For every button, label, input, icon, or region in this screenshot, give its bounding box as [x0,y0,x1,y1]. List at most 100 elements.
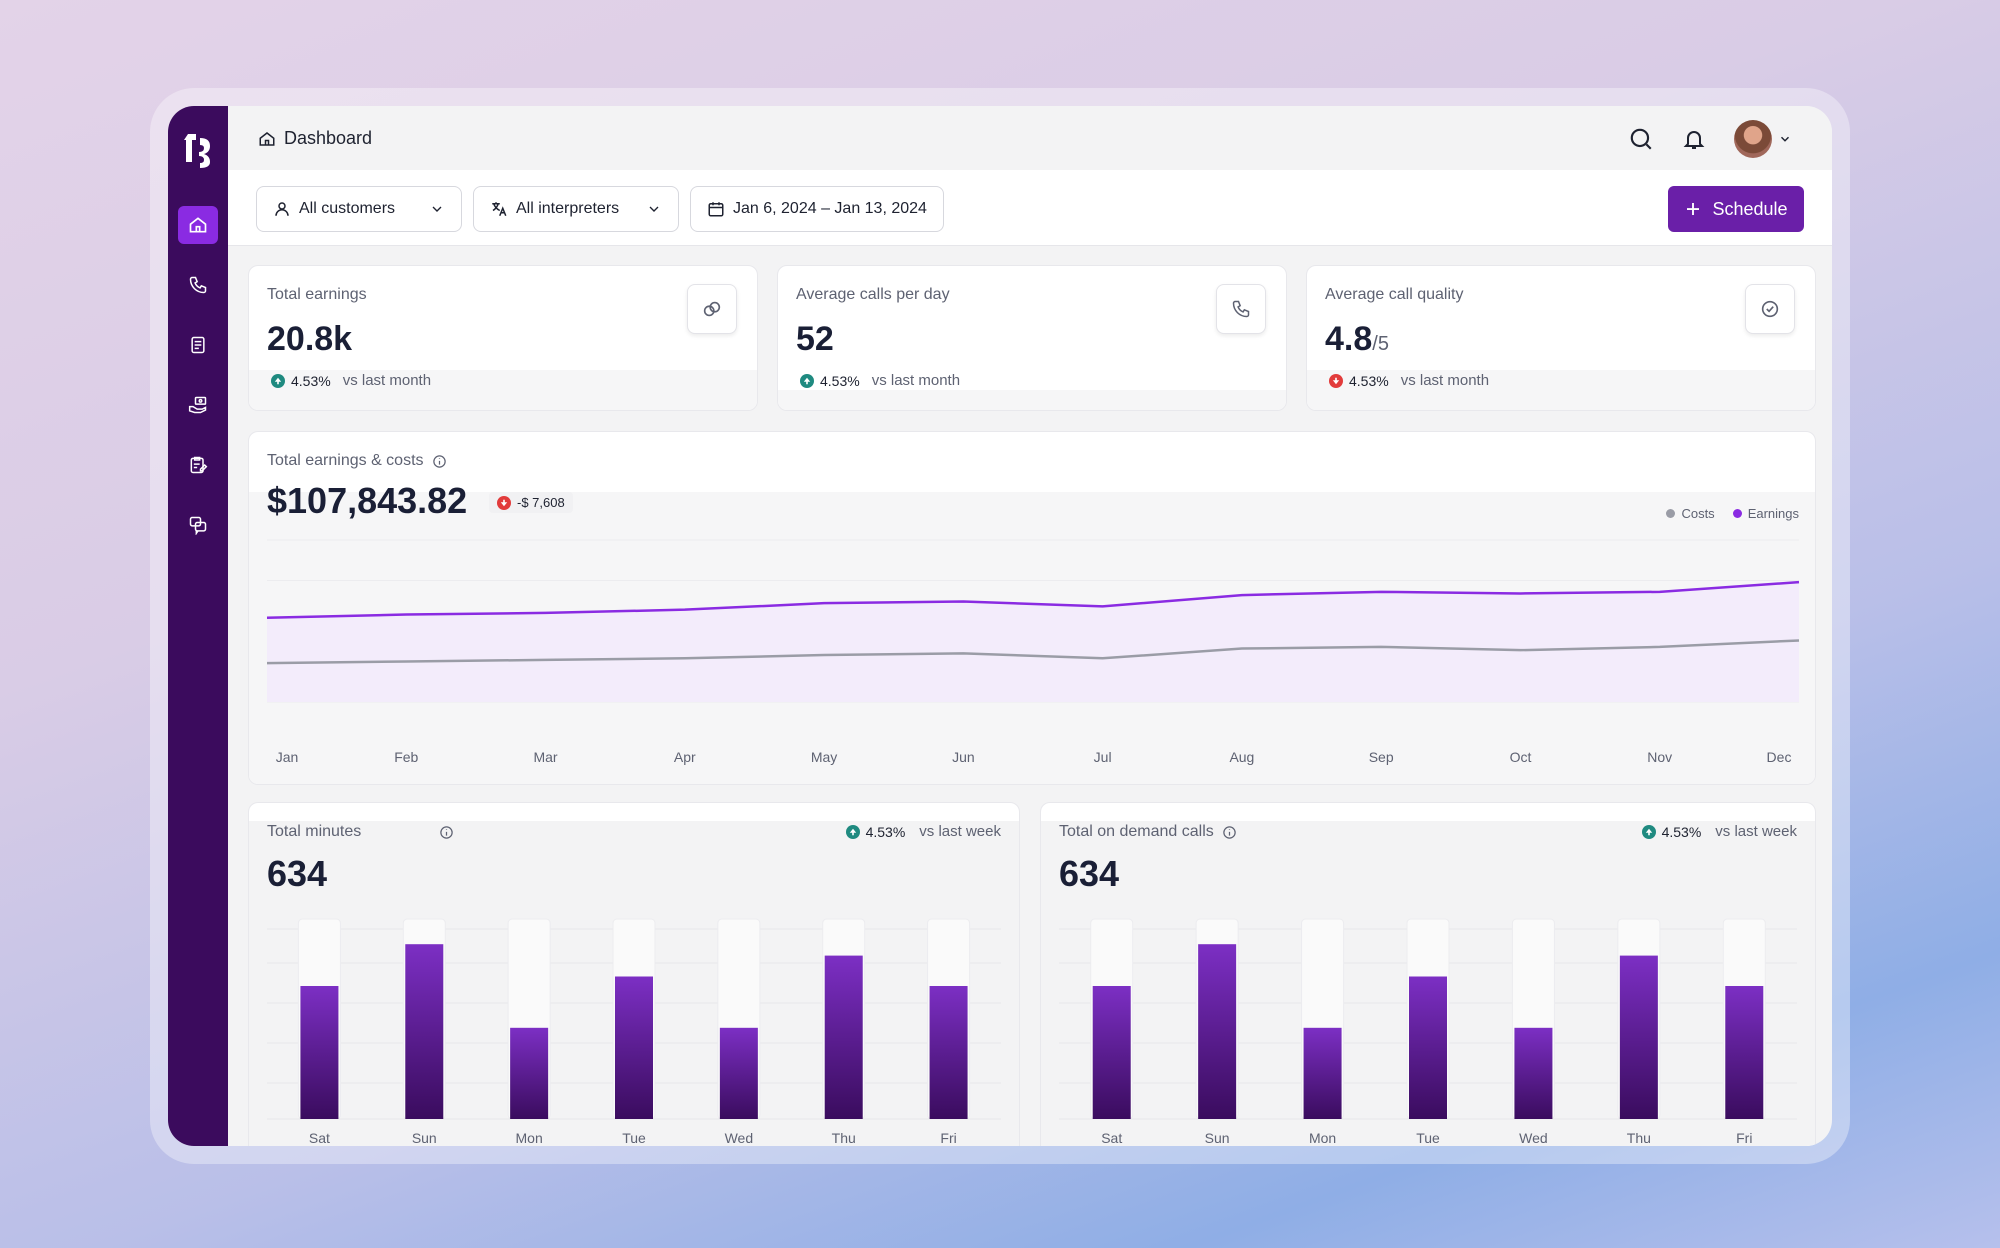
app-window: Dashboard All customers All interpreters… [168,106,1832,1146]
bar-fri [929,986,968,1119]
chart-legend: Costs Earnings [1666,506,1799,521]
bar-sat [300,986,339,1119]
bar-mon [1303,1027,1342,1119]
bar-fri [1725,986,1764,1119]
phone-icon[interactable] [1216,284,1266,334]
bar-chart: Sat Sun Mon Tue Wed Thu Fri [267,918,1001,1146]
bar-chart: Sat Sun Mon Tue Wed Thu Fri [1059,918,1797,1146]
x-tick-label: Mar [533,749,557,765]
x-tick-label: Sat [1101,1130,1122,1146]
date-range-picker[interactable]: Jan 6, 2024 – Jan 13, 2024 [690,186,944,232]
sidebar-item-support[interactable] [178,506,218,544]
filter-bar: All customers All interpreters Jan 6, 20… [228,170,1832,246]
sidebar-item-home[interactable] [178,206,218,244]
x-tick-label: Aug [1229,749,1254,765]
arrow-up-icon [1641,824,1656,839]
total-minutes-card: Total minutes 4.53% vs last week 634 Sat… [248,802,1020,1146]
info-icon[interactable] [1222,825,1237,840]
chevron-down-icon [432,206,442,212]
weekly-delta: 4.53% vs last week [845,823,1001,840]
x-tick-label: Nov [1647,749,1672,765]
earnings-costs-card: Total earnings & costs $107,843.82 -$ 7,… [248,431,1816,785]
kpi-card-average-calls: Average calls per day 52 4.53% vs last m… [777,265,1287,411]
x-tick-label: Tue [622,1130,646,1146]
kpi-label: Average call quality [1325,286,1464,303]
chart-total-value: 634 [267,853,328,894]
customers-filter[interactable]: All customers [256,186,462,232]
hand-money-icon [188,396,207,414]
chart-title: Total on demand calls [1059,823,1237,841]
x-tick-label: Mon [516,1130,543,1146]
phone-icon [189,276,207,294]
x-tick-label: Sun [1205,1130,1230,1146]
bar-wed [719,1027,758,1119]
sidebar-item-payments[interactable] [178,386,218,424]
kpi-label: Average calls per day [796,286,950,303]
x-tick-label: Jan [276,749,299,765]
x-tick-label: Wed [725,1130,754,1146]
interpreters-filter-label: All interpreters [516,200,620,217]
document-icon [191,336,205,354]
sidebar-item-calls[interactable] [178,266,218,304]
user-menu[interactable] [1734,120,1792,158]
kpi-delta: 4.53% vs last month [800,372,960,389]
top-bar: Dashboard [228,106,1832,170]
weekly-delta: 4.53% vs last week [1641,823,1797,840]
clipboard-edit-icon [190,456,208,474]
sidebar-item-documents[interactable] [178,326,218,364]
x-tick-label: Thu [832,1130,856,1146]
calendar-icon [708,202,724,217]
bar-sat [1092,986,1131,1119]
chart-total-value: $107,843.82 [267,480,468,521]
sidebar-item-reports[interactable] [178,446,218,484]
kpi-value: 20.8k [267,320,353,358]
arrow-down-icon [497,495,511,510]
x-tick-label: Dec [1767,749,1792,765]
bar-sun [1198,944,1237,1119]
bar-wed [1514,1027,1553,1119]
link-icon[interactable] [687,284,737,334]
info-icon[interactable] [439,825,454,840]
legend-costs: Costs [1666,506,1715,521]
series-line-earnings [266,580,1800,620]
user-icon [275,202,289,216]
line-chart: Jan Feb Mar Apr May Jun Jul Aug Sep Oct Nov Dec [266,539,1800,765]
bar-sun [405,944,444,1119]
x-tick-label: Apr [674,749,696,765]
home-icon [189,217,207,233]
schedule-button[interactable]: Schedule [1668,186,1804,232]
customers-filter-label: All customers [299,200,396,217]
avatar [1734,120,1772,158]
chart-title: Total earnings & costs [267,452,447,470]
page-title: Dashboard [284,128,373,148]
x-tick-label: Thu [1627,1130,1651,1146]
x-tick-label: Mon [1309,1130,1336,1146]
info-icon[interactable] [432,454,447,469]
bell-icon[interactable] [1682,127,1706,151]
chevron-down-icon [649,206,659,212]
plus-icon [1687,203,1700,215]
series-line-costs [266,639,1800,665]
logo-icon [184,134,210,168]
kpi-value: 4.8/5 [1325,320,1389,358]
bar-mon [510,1027,549,1119]
earnings-area [267,582,1799,702]
interpreters-filter[interactable]: All interpreters [473,186,679,232]
kpi-delta: 4.53% vs last month [1329,372,1489,389]
arrow-up-icon [800,373,814,388]
x-tick-label: Sat [309,1130,330,1146]
bar-tue [1409,976,1447,1119]
search-icon[interactable] [1628,126,1654,152]
x-tick-label: Sun [412,1130,437,1146]
x-tick-label: Fri [1736,1130,1752,1146]
bar-tue [615,976,653,1119]
bar-thu [824,955,863,1119]
translate-icon [492,202,507,217]
date-range-label: Jan 6, 2024 – Jan 13, 2024 [733,200,927,217]
check-circle-icon[interactable] [1745,284,1795,334]
kpi-label: Total earnings [267,286,367,303]
arrow-down-icon [1329,373,1343,388]
breadcrumb[interactable]: Dashboard [258,128,372,149]
kpi-card-call-quality: Average call quality 4.8/5 4.53% vs last… [1306,265,1816,411]
x-tick-label: Jun [952,749,975,765]
